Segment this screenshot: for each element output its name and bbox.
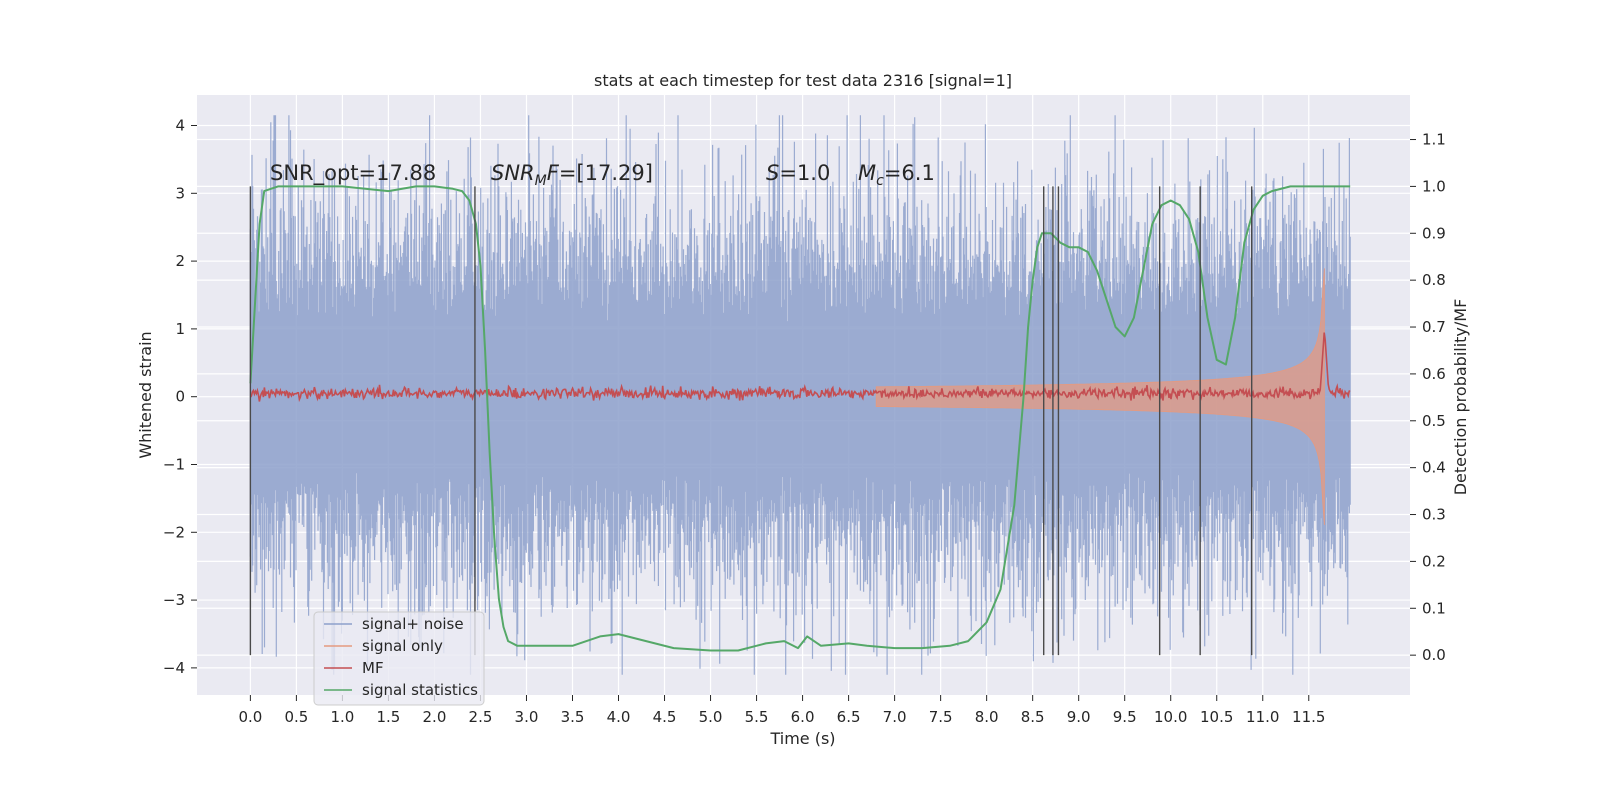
snr-mf-subscript: M xyxy=(535,173,547,189)
y2-tick-label: 0.2 xyxy=(1422,552,1446,570)
x-tick-label: 6.0 xyxy=(791,708,815,726)
mc-value: =6.1 xyxy=(884,161,935,185)
snr-mf-symbol: SNR xyxy=(491,161,535,185)
legend-item-signal-noise: signal+ noise xyxy=(324,615,464,633)
x-axis-title: Time (s) xyxy=(769,729,835,748)
x-tick-label: 9.5 xyxy=(1113,708,1137,726)
legend-item-mf: MF xyxy=(324,659,384,677)
series-mf xyxy=(249,332,1351,403)
y-tick-label: 2 xyxy=(175,252,185,270)
legend-item-signal-statistics: signal statistics xyxy=(324,681,478,699)
x-tick-label: 10.5 xyxy=(1200,708,1233,726)
y-axis-title: Whitened strain xyxy=(136,331,155,458)
x-tick-label: 9.0 xyxy=(1067,708,1091,726)
y2-tick-label: 0.8 xyxy=(1422,271,1446,289)
legend: signal+ noise signal only MF signal stat… xyxy=(313,611,485,706)
y-tick-label: 0 xyxy=(175,388,185,406)
x-tick-label: 2.5 xyxy=(469,708,493,726)
x-tick-label: 3.5 xyxy=(561,708,585,726)
y2-tick-label: 0.7 xyxy=(1422,318,1446,336)
y2-tick-label: 0.1 xyxy=(1422,599,1446,617)
x-tick-label: 4.0 xyxy=(607,708,631,726)
y-tick-label: −3 xyxy=(163,591,185,609)
x-tick-label: 0.5 xyxy=(284,708,308,726)
y-tick-label: −1 xyxy=(163,455,185,473)
x-tick-label: 5.0 xyxy=(699,708,723,726)
y2-tick-label: 0.6 xyxy=(1422,365,1446,383)
y-axis-left: −4 −3 −2 −1 0 1 2 3 4 xyxy=(163,117,197,677)
vline-layer xyxy=(249,186,1253,656)
legend-label: signal+ noise xyxy=(362,615,464,633)
x-tick-label: 5.5 xyxy=(745,708,769,726)
annotations: SNR_opt=17.88 SNRMF=[17.29] S=1.0 Mc=6.1 xyxy=(270,161,935,189)
y-axis-right: 0.0 0.1 0.2 0.3 0.4 0.5 0.6 0.7 0.8 0.9 1.0 1.1 xyxy=(1410,131,1446,664)
y-tick-label: 3 xyxy=(175,184,185,202)
x-tick-label: 0.0 xyxy=(238,708,262,726)
x-tick-label: 7.5 xyxy=(929,708,953,726)
y-tick-label: 1 xyxy=(175,320,185,338)
legend-label: MF xyxy=(362,659,384,677)
mc-subscript: c xyxy=(876,173,884,189)
x-tick-label: 11.5 xyxy=(1292,708,1325,726)
y2-tick-label: 0.5 xyxy=(1422,412,1446,430)
x-tick-label: 3.0 xyxy=(515,708,539,726)
snr-mf-symbol-2: F xyxy=(547,161,560,185)
annotation-snr-mf: SNRMF=[17.29] xyxy=(491,161,653,189)
x-tick-label: 4.5 xyxy=(653,708,677,726)
legend-item-signal-only: signal only xyxy=(324,637,443,655)
y2-tick-label: 1.0 xyxy=(1422,177,1446,195)
x-axis: 0.0 0.5 1.0 1.5 2.0 2.5 3.0 3.5 4.0 4.5 5.0 5.5 6.0 6… xyxy=(238,695,1325,726)
y2-tick-label: 0.4 xyxy=(1422,459,1446,477)
annotation-snr-opt: SNR_opt=17.88 xyxy=(270,161,436,186)
y2-tick-label: 0.9 xyxy=(1422,224,1446,242)
y2-tick-label: 0.0 xyxy=(1422,646,1446,664)
y2-axis-title: Detection probability/MF xyxy=(1451,299,1470,496)
series-signal-only xyxy=(875,268,1325,526)
x-tick-label: 8.0 xyxy=(975,708,999,726)
x-tick-label: 10.0 xyxy=(1154,708,1187,726)
x-tick-label: 11.0 xyxy=(1246,708,1279,726)
x-tick-label: 6.5 xyxy=(837,708,861,726)
x-tick-label: 7.0 xyxy=(883,708,907,726)
x-tick-label: 2.0 xyxy=(423,708,447,726)
y2-tick-label: 0.3 xyxy=(1422,506,1446,524)
s-symbol: S xyxy=(766,161,779,185)
snr-mf-value: =[17.29] xyxy=(559,161,653,185)
s-value: =1.0 xyxy=(779,161,830,185)
y-tick-label: −4 xyxy=(163,659,185,677)
y-tick-label: −2 xyxy=(163,523,185,541)
x-tick-label: 8.5 xyxy=(1021,708,1045,726)
legend-box xyxy=(313,611,485,706)
annotation-mc: Mc=6.1 xyxy=(858,161,935,189)
x-tick-label: 1.0 xyxy=(330,708,354,726)
chart-title: stats at each timestep for test data 231… xyxy=(594,71,1012,90)
legend-label: signal only xyxy=(362,637,443,655)
y2-tick-label: 1.1 xyxy=(1422,131,1446,149)
y-tick-label: 4 xyxy=(175,117,185,135)
annotation-s: S=1.0 xyxy=(766,161,830,185)
mc-symbol: M xyxy=(858,161,876,185)
legend-label: signal statistics xyxy=(362,681,478,699)
x-tick-label: 1.5 xyxy=(376,708,400,726)
